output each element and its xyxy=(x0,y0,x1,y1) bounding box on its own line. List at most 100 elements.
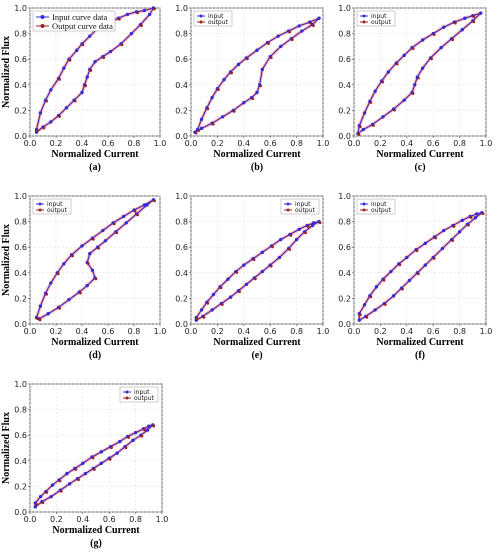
input-point xyxy=(297,24,301,28)
output-point xyxy=(253,277,257,281)
input-point xyxy=(473,216,478,220)
y-tick-label: 0.6 xyxy=(14,431,27,440)
plot-area xyxy=(190,7,324,137)
output-point xyxy=(372,124,375,127)
output-point xyxy=(45,491,49,494)
y-axis-label: Normalized Flux xyxy=(1,36,12,108)
output-point xyxy=(416,272,420,276)
panel-5: 0.0 0.2 0.4 0.6 0.8 1.0 0.0 0.2 0.4 0.6 0.8 1.0 inpu… xyxy=(175,192,329,361)
output-point xyxy=(86,262,90,265)
legend-swatch-marker xyxy=(362,202,366,206)
input-point xyxy=(439,45,443,50)
input-point xyxy=(99,450,103,454)
output-point xyxy=(393,108,396,112)
output-point xyxy=(41,501,45,505)
input-point xyxy=(222,77,226,82)
legend-swatch-marker xyxy=(38,208,42,212)
panel-1: 0.0 0.2 0.4 0.6 0.8 1.0 0.0 0.2 0.4 0.6 0.8 1.0 Inpu… xyxy=(1,4,166,173)
output-point xyxy=(73,99,77,103)
output-point xyxy=(369,295,373,299)
legend-label: output xyxy=(134,395,154,402)
input-point xyxy=(199,126,204,131)
output-point xyxy=(94,277,98,281)
output-point xyxy=(153,7,156,11)
output-point xyxy=(398,263,402,267)
legend-label: output xyxy=(208,19,228,26)
input-point xyxy=(93,60,97,64)
input-point xyxy=(423,263,427,267)
input-point xyxy=(90,268,95,272)
x-tick-label: 0.4 xyxy=(76,139,89,148)
input-point xyxy=(413,83,417,87)
panel-label: (g) xyxy=(90,538,102,549)
output-point xyxy=(369,101,373,104)
input-point xyxy=(80,244,84,248)
x-tick-label: 0.0 xyxy=(185,139,198,148)
x-tick-label: 0.8 xyxy=(453,327,466,336)
legend-swatch-marker xyxy=(199,14,203,18)
output-point xyxy=(36,129,39,133)
output-point xyxy=(252,258,256,262)
output-point xyxy=(38,318,42,322)
x-tick-label: 1.0 xyxy=(480,139,493,148)
output-point xyxy=(365,315,369,319)
x-tick-label: 0.2 xyxy=(374,139,387,148)
legend-swatch-marker xyxy=(362,14,366,18)
x-axis-label: Normalized Current xyxy=(376,337,464,348)
input-point xyxy=(228,295,233,299)
x-tick-label: 1.0 xyxy=(317,327,330,336)
x-axis-label: Normalized Current xyxy=(213,149,301,160)
x-tick-label: 0.0 xyxy=(348,327,361,336)
y-tick-label: 0.4 xyxy=(338,269,351,278)
output-point xyxy=(411,47,415,51)
x-tick-label: 1.0 xyxy=(480,327,493,336)
x-tick-label: 0.6 xyxy=(427,327,440,336)
input-point xyxy=(460,218,464,223)
input-point xyxy=(80,90,84,95)
legend-label: Input curve data xyxy=(52,12,107,22)
input-point xyxy=(381,115,385,119)
output-point xyxy=(79,291,82,295)
input-point xyxy=(101,228,105,233)
panel-3: 0.0 0.2 0.4 0.6 0.8 1.0 0.0 0.2 0.4 0.6 0.8 1.0 inpu… xyxy=(338,4,492,173)
plot-area xyxy=(29,195,161,325)
x-tick-label: 0.2 xyxy=(50,327,63,336)
legend-label: input xyxy=(47,201,63,208)
y-tick-label: 0.2 xyxy=(14,482,27,491)
panel-label: (c) xyxy=(414,162,425,173)
input-point xyxy=(108,49,113,54)
y-tick-label: 1.0 xyxy=(338,4,351,13)
x-tick-label: 0.8 xyxy=(128,139,141,148)
output-point xyxy=(290,38,294,42)
legend-swatch-marker xyxy=(40,24,45,28)
output-point xyxy=(58,306,61,310)
output-point xyxy=(81,43,85,47)
x-tick-label: 0.8 xyxy=(128,327,141,336)
output-point xyxy=(382,278,386,282)
input-point xyxy=(460,28,464,32)
legend-label: input xyxy=(134,389,150,396)
output-point xyxy=(288,248,292,251)
output-point xyxy=(112,222,116,226)
input-point xyxy=(142,203,147,207)
x-tick-label: 0.4 xyxy=(76,515,89,524)
panel-7: 0.0 0.2 0.4 0.6 0.8 1.0 0.0 0.2 0.4 0.6 0.8 1.0 inpu… xyxy=(1,380,168,549)
input-point xyxy=(62,66,66,70)
x-axis-label: Normalized Current xyxy=(51,149,139,160)
input-point xyxy=(389,269,393,274)
output-point xyxy=(127,436,131,439)
input-point xyxy=(211,292,216,297)
output-point xyxy=(472,15,476,19)
input-point xyxy=(38,304,43,308)
output-point xyxy=(133,209,137,213)
output-point xyxy=(451,38,455,42)
x-tick-label: 0.2 xyxy=(211,139,224,148)
y-axis-label: Normalized Flux xyxy=(1,412,12,484)
x-tick-label: 0.2 xyxy=(211,327,224,336)
output-point xyxy=(432,257,436,260)
output-point xyxy=(58,479,62,483)
